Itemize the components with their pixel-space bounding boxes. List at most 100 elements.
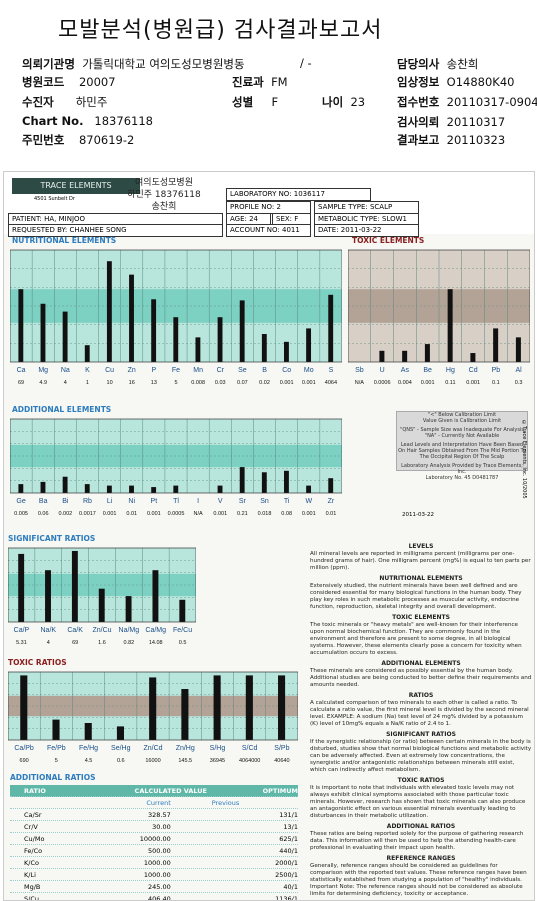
bar-Zn <box>129 274 134 362</box>
label-Mg: Mg <box>38 367 48 374</box>
bar-Al <box>515 337 521 362</box>
label-Be: Be <box>423 367 432 374</box>
additional-chart: Ge 0.005 Ba 0.06 Bi 0.002 Rb 0.0017 Li 0.001 Ni 0.0… <box>10 418 342 517</box>
label-S: S <box>329 367 334 374</box>
explanation-heading: NUTRITIONAL ELEMENTS <box>379 575 463 582</box>
value-Zr: 0.01 <box>326 511 337 517</box>
table-row: K/Co 1000.00 2000/1 <box>10 857 298 869</box>
label-U: U <box>380 367 385 374</box>
value-Pb: 0.1 <box>492 380 500 386</box>
label-Na/Mg: Na/Mg <box>119 627 140 634</box>
explanation-text: If the synergistic relationship (or rati… <box>310 739 532 773</box>
table-row: Cu/Mo 10000.00 625/1 <box>10 833 298 845</box>
label-Co: Co <box>282 367 291 374</box>
bar-P <box>151 299 157 362</box>
label-Ge: Ge <box>16 498 25 505</box>
bar-As <box>402 350 408 362</box>
bar-Se <box>239 300 245 362</box>
value-V: 0.001 <box>213 511 227 517</box>
label-Sn: Sn <box>260 498 269 505</box>
label-P: P <box>152 367 157 374</box>
value-Ca/Pb: 690 <box>20 758 29 764</box>
explanation-text: These ratios are being reported solely f… <box>310 831 524 851</box>
label-S/Pb: S/Pb <box>274 745 289 752</box>
result-row: 결과보고 20110323 <box>397 133 506 147</box>
bar-B <box>261 334 267 362</box>
scanned-report: TRACE ELEMENTS 4501 Sunbelt Dr 여의도성모병원 하민… <box>3 171 535 901</box>
bar-Mg <box>40 303 46 362</box>
value-P: 13 <box>151 380 157 386</box>
bar-Ni <box>129 485 134 493</box>
rrn-row: 주민번호 870619-2 <box>22 133 135 147</box>
receipt-row: 접수번호 20110317-09043 <box>397 95 537 109</box>
bar-Zn/Hg <box>181 689 189 740</box>
label-Se/Hg: Se/Hg <box>111 745 131 752</box>
value-S/Cd: 4064000 <box>239 758 260 764</box>
lab-logo-sub: 4501 Sunbelt Dr <box>34 196 75 202</box>
explanation-heading: ADDITIONAL RATIOS <box>386 823 456 830</box>
value-K: 1 <box>86 380 89 386</box>
plot-frame <box>10 418 342 494</box>
table-row: Mg/B 245.00 40/1 <box>10 881 298 893</box>
table-row: Ca/Sr 328.57 131/1 <box>10 809 298 821</box>
lab-no: LABORATORY NO: 1036117 <box>226 188 371 201</box>
explanation-text: It is important to note that individuals… <box>310 785 526 819</box>
value-Zn/Hg: 145.5 <box>178 758 192 764</box>
bar-W <box>306 485 312 493</box>
value-Fe/Cu: 0.5 <box>179 640 187 646</box>
report-date: DATE: 2011-03-22 <box>314 224 419 237</box>
bar-S/Pb <box>278 675 286 740</box>
label-Hg: Hg <box>446 367 455 374</box>
value-I: N/A <box>194 511 204 517</box>
age-row: 나이 23 <box>322 95 366 109</box>
institution-row: 의뢰기관명 가톨릭대학교 여의도성모병원병동 <box>22 57 245 71</box>
value-Na: 4 <box>64 380 67 386</box>
label-Na/K: Na/K <box>41 627 57 634</box>
value-Mo: 0.001 <box>302 380 316 386</box>
value-S/Pb: 40640 <box>274 758 289 764</box>
hospital-code-row: 병원코드 20007 <box>22 75 116 89</box>
bar-Ca/Mg <box>152 570 159 622</box>
bar-Ca <box>18 289 24 362</box>
plot-frame <box>10 249 342 363</box>
value-Be: 0.001 <box>421 380 435 386</box>
label-Zn/Cu: Zn/Cu <box>92 627 111 634</box>
label-Na: Na <box>61 367 70 374</box>
table-row: K/Li 1000.00 2500/1 <box>10 869 298 881</box>
value-Ca/Mg: 14.08 <box>149 640 163 646</box>
label-S/Hg: S/Hg <box>210 745 226 752</box>
bar-Rb <box>84 484 90 493</box>
bar-Ca/P <box>18 553 25 622</box>
label-Al: Al <box>516 367 523 374</box>
value-Ba: 0.06 <box>38 511 49 517</box>
label-Ca/Mg: Ca/Mg <box>145 627 166 634</box>
table-row: S/Cu 406.40 1136/1 <box>10 893 298 901</box>
label-Zn/Cd: Zn/Cd <box>143 745 162 752</box>
label-B: B <box>262 367 267 374</box>
bar-Ca/K <box>71 550 78 622</box>
label-Se: Se <box>238 367 247 374</box>
value-Cr: 0.03 <box>215 380 226 386</box>
value-Cu: 10 <box>107 380 113 386</box>
bar-Co <box>284 341 289 362</box>
plot-frame <box>348 249 530 363</box>
value-Li: 0.001 <box>103 511 117 517</box>
bar-Fe/Hg <box>84 723 92 740</box>
requested-by: REQUESTED BY: CHANHEE SONG <box>8 224 223 237</box>
bar-U <box>379 350 385 362</box>
lab-logo: TRACE ELEMENTS <box>12 178 140 194</box>
bar-Na/K <box>45 570 51 622</box>
patient-row: 수진자 하민주 <box>22 95 108 109</box>
toxic-chart: Sb N/A U 0.0006 As 0.004 Be 0.001 Hg 0.11 Cd 0.001 P… <box>348 249 530 386</box>
value-Bi: 0.002 <box>58 511 72 517</box>
bar-Li <box>106 485 112 493</box>
label-V: V <box>218 498 223 505</box>
bar-Ca/Pb <box>20 675 28 740</box>
label-Rb: Rb <box>83 498 92 505</box>
signature-date: 2011-03-22 <box>402 512 434 518</box>
bar-Pt <box>151 487 157 493</box>
label-Sr: Sr <box>239 498 247 505</box>
explanation-text: All mineral levels are reported in milli… <box>310 551 531 571</box>
value-Fe/Hg: 4.5 <box>85 758 93 764</box>
table-header: RATIO CALCULATED VALUE OPTIMUM <box>10 785 298 797</box>
